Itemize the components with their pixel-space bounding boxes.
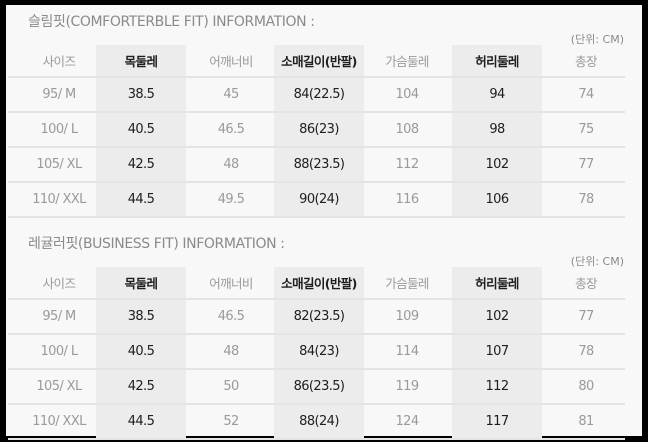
table-cell: 110/ XXL	[32, 192, 86, 207]
section-title: 슬림핏(COMFORTERBLE FIT) INFORMATION :	[28, 14, 315, 30]
table-cell: 107	[485, 344, 509, 359]
table-cell: 46.5	[217, 309, 245, 324]
table-cell: 104	[395, 87, 419, 102]
table-cell: 78	[578, 192, 594, 207]
table-cell: 81	[578, 414, 594, 429]
table-cell: 88(23.5)	[293, 157, 345, 172]
size-chart-panel: 슬림핏(COMFORTERBLE FIT) INFORMATION : (단위: …	[6, 5, 642, 440]
table-cell: 100/ L	[40, 344, 79, 359]
table-cell: 45	[223, 87, 239, 102]
table-cell: 88(24)	[299, 414, 339, 429]
column-header: 사이즈	[42, 276, 76, 291]
table-cell: 116	[395, 192, 419, 207]
column-header: 가슴둘레	[385, 276, 429, 291]
table-cell: 77	[578, 157, 594, 172]
table-cell: 124	[395, 414, 419, 429]
table-cell: 78	[578, 344, 594, 359]
table-cell: 74	[578, 87, 594, 102]
table-cell: 114	[395, 344, 419, 359]
table-row: 100/ L 40.5 48 84(23) 114 107 78	[8, 335, 625, 370]
table-cell: 119	[395, 379, 419, 394]
table-cell: 42.5	[127, 157, 155, 172]
column-header: 목둘레	[124, 54, 158, 69]
table-cell: 86(23.5)	[293, 379, 345, 394]
column-header: 가슴둘레	[385, 54, 429, 69]
column-header: 총장	[575, 54, 597, 69]
table-cell: 112	[395, 157, 419, 172]
table-row: 110/ XXL 44.5 52 88(24) 124 117 81	[8, 405, 625, 440]
table-cell: 44.5	[127, 414, 155, 429]
table-cell: 102	[485, 309, 509, 324]
table-row: 95/ M 38.5 46.5 82(23.5) 109 102 77	[8, 300, 625, 335]
table-cell: 112	[485, 379, 509, 394]
table-cell: 117	[485, 414, 509, 429]
column-header: 어깨너비	[209, 54, 253, 69]
table-cell: 86(23)	[299, 122, 339, 137]
table-cell: 48	[223, 344, 239, 359]
table-row: 95/ M 38.5 45 84(22.5) 104 94 74	[8, 78, 625, 113]
column-header: 허리둘레	[475, 276, 519, 291]
table-cell: 105/ XL	[36, 157, 82, 172]
highlight-column	[452, 45, 542, 217]
column-header: 목둘레	[124, 276, 158, 291]
unit-label: (단위: CM)	[570, 255, 624, 268]
table-cell: 102	[485, 157, 509, 172]
column-header: 어깨너비	[209, 276, 253, 291]
table-cell: 98	[489, 122, 505, 137]
slim-fit-section: 슬림핏(COMFORTERBLE FIT) INFORMATION : (단위: …	[6, 11, 642, 218]
highlight-column	[274, 45, 364, 217]
table-row: 100/ L 40.5 46.5 86(23) 108 98 75	[8, 113, 625, 148]
table-cell: 106	[485, 192, 509, 207]
table-cell: 82(23.5)	[293, 309, 345, 324]
table-cell: 84(22.5)	[293, 87, 345, 102]
table-cell: 95/ M	[42, 309, 76, 324]
table-cell: 105/ XL	[36, 379, 82, 394]
table-cell: 77	[578, 309, 594, 324]
table-row: 105/ XL 42.5 50 86(23.5) 119 112 80	[8, 370, 625, 405]
table-header-row: 사이즈 목둘레 어깨너비 소매길이(반팔) 가슴둘레 허리둘레 총장	[8, 267, 625, 300]
highlight-column	[452, 267, 542, 439]
highlight-column	[96, 267, 186, 439]
column-header: 총장	[575, 276, 597, 291]
table-cell: 80	[578, 379, 594, 394]
column-header: 소매길이(반팔)	[281, 276, 357, 291]
table-cell: 42.5	[127, 379, 155, 394]
table-cell: 90(24)	[299, 192, 339, 207]
table-cell: 52	[223, 414, 239, 429]
table-cell: 46.5	[217, 122, 245, 137]
table-cell: 40.5	[127, 122, 155, 137]
highlight-column	[274, 267, 364, 439]
column-header: 사이즈	[42, 54, 76, 69]
column-header: 허리둘레	[475, 54, 519, 69]
table-row: 105/ XL 42.5 48 88(23.5) 112 102 77	[8, 148, 625, 183]
table-header-row: 사이즈 목둘레 어깨너비 소매길이(반팔) 가슴둘레 허리둘레 총장	[8, 45, 625, 78]
table-cell: 44.5	[127, 192, 155, 207]
column-header: 소매길이(반팔)	[281, 54, 357, 69]
section-title: 레귤러핏(BUSINESS FIT) INFORMATION :	[28, 236, 285, 252]
table-cell: 109	[395, 309, 419, 324]
unit-label: (단위: CM)	[570, 33, 624, 46]
table-cell: 50	[223, 379, 239, 394]
table-cell: 38.5	[127, 309, 155, 324]
table-cell: 38.5	[127, 87, 155, 102]
table-cell: 95/ M	[42, 87, 76, 102]
table-row: 110/ XXL 44.5 49.5 90(24) 116 106 78	[8, 183, 625, 218]
table-cell: 40.5	[127, 344, 155, 359]
table-cell: 100/ L	[40, 122, 79, 137]
highlight-column	[96, 45, 186, 217]
regular-fit-section: 레귤러핏(BUSINESS FIT) INFORMATION : (단위: CM)…	[6, 233, 642, 440]
table-cell: 110/ XXL	[32, 414, 86, 429]
table-cell: 108	[395, 122, 419, 137]
table-cell: 75	[578, 122, 594, 137]
table-cell: 94	[489, 87, 505, 102]
table-cell: 48	[223, 157, 239, 172]
table-cell: 49.5	[217, 192, 245, 207]
table-cell: 84(23)	[299, 344, 339, 359]
